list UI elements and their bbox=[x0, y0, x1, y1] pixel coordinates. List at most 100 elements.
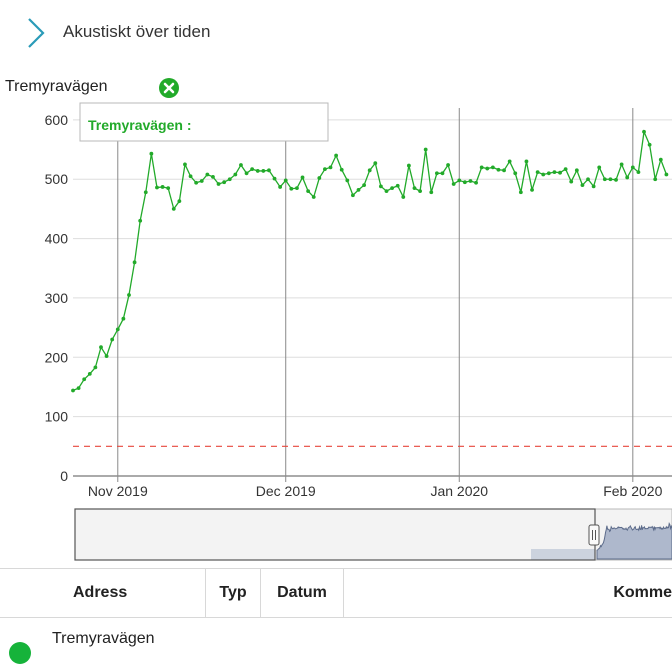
data-point[interactable] bbox=[619, 162, 624, 167]
data-point[interactable] bbox=[306, 189, 311, 193]
data-point[interactable] bbox=[502, 168, 506, 173]
column-kommentar[interactable]: Komme bbox=[613, 584, 672, 601]
data-point[interactable] bbox=[250, 167, 255, 172]
column-typ[interactable]: Typ bbox=[206, 569, 261, 617]
data-point[interactable] bbox=[239, 163, 243, 167]
data-point[interactable] bbox=[574, 168, 579, 173]
data-point[interactable] bbox=[317, 176, 322, 180]
data-point[interactable] bbox=[664, 172, 669, 177]
data-point[interactable] bbox=[222, 180, 227, 185]
data-point[interactable] bbox=[188, 174, 193, 179]
data-point[interactable] bbox=[630, 165, 635, 170]
data-point[interactable] bbox=[541, 172, 546, 177]
data-point[interactable] bbox=[636, 170, 641, 175]
data-point[interactable] bbox=[143, 190, 148, 195]
data-point[interactable] bbox=[160, 185, 165, 189]
data-point[interactable] bbox=[434, 171, 439, 176]
column-datum[interactable]: Datum bbox=[261, 569, 344, 617]
data-point[interactable] bbox=[602, 177, 607, 182]
data-point[interactable] bbox=[356, 188, 361, 192]
data-point[interactable] bbox=[149, 151, 154, 156]
data-point[interactable] bbox=[558, 170, 562, 175]
data-point[interactable] bbox=[658, 157, 663, 162]
data-point[interactable] bbox=[132, 260, 137, 265]
data-point[interactable] bbox=[138, 218, 143, 223]
data-point[interactable] bbox=[87, 372, 92, 376]
data-point[interactable] bbox=[362, 183, 367, 188]
data-point[interactable] bbox=[104, 354, 109, 359]
data-point[interactable] bbox=[194, 180, 199, 185]
data-point[interactable] bbox=[76, 386, 81, 391]
data-point[interactable] bbox=[569, 179, 574, 184]
data-point[interactable] bbox=[233, 172, 238, 177]
data-point[interactable] bbox=[216, 182, 221, 186]
close-circle-icon[interactable] bbox=[158, 77, 180, 99]
data-point[interactable] bbox=[642, 129, 646, 134]
data-point[interactable] bbox=[546, 171, 551, 176]
data-point[interactable] bbox=[591, 184, 596, 189]
data-point[interactable] bbox=[597, 165, 602, 170]
data-point[interactable] bbox=[401, 195, 406, 199]
data-point[interactable] bbox=[166, 186, 171, 191]
section-header[interactable]: Akustiskt över tiden bbox=[0, 14, 672, 50]
data-point[interactable] bbox=[474, 180, 478, 185]
navigator-handle[interactable] bbox=[588, 524, 600, 546]
data-point[interactable] bbox=[406, 163, 411, 168]
line-chart[interactable]: 0 100 200 300 400 500 600 Nov 2019 Dec 2019 Jan … bbox=[0, 98, 672, 502]
data-point[interactable] bbox=[267, 168, 271, 173]
data-point[interactable] bbox=[82, 377, 87, 382]
data-point[interactable] bbox=[373, 161, 378, 166]
data-point[interactable] bbox=[289, 186, 294, 191]
data-point[interactable] bbox=[496, 167, 501, 172]
data-point[interactable] bbox=[334, 153, 339, 158]
range-navigator[interactable] bbox=[0, 507, 672, 563]
data-point[interactable] bbox=[440, 171, 445, 176]
data-point[interactable] bbox=[418, 189, 422, 193]
data-point[interactable] bbox=[524, 159, 529, 164]
data-point[interactable] bbox=[367, 168, 372, 173]
data-point[interactable] bbox=[244, 171, 249, 176]
data-point[interactable] bbox=[339, 167, 344, 172]
column-adress[interactable]: Adress bbox=[0, 569, 206, 617]
data-point[interactable] bbox=[462, 180, 467, 185]
data-point[interactable] bbox=[93, 365, 98, 370]
data-point[interactable] bbox=[261, 169, 266, 173]
data-point[interactable] bbox=[653, 177, 658, 182]
data-point[interactable] bbox=[378, 184, 383, 189]
data-point[interactable] bbox=[390, 186, 394, 191]
table-row[interactable]: Tremyravägen bbox=[0, 624, 672, 668]
data-point[interactable] bbox=[183, 162, 187, 167]
data-point[interactable] bbox=[110, 337, 115, 342]
data-point[interactable] bbox=[115, 327, 120, 332]
data-point[interactable] bbox=[530, 188, 534, 192]
data-point[interactable] bbox=[423, 147, 428, 152]
data-point[interactable] bbox=[446, 163, 450, 167]
data-point[interactable] bbox=[311, 195, 316, 199]
data-point[interactable] bbox=[99, 345, 103, 350]
data-point[interactable] bbox=[155, 185, 159, 190]
data-point[interactable] bbox=[255, 169, 260, 173]
data-point[interactable] bbox=[345, 178, 350, 183]
data-point[interactable] bbox=[351, 193, 355, 198]
data-point[interactable] bbox=[121, 316, 126, 321]
data-point[interactable] bbox=[614, 177, 618, 182]
data-point[interactable] bbox=[479, 165, 484, 170]
data-point[interactable] bbox=[205, 172, 210, 177]
data-point[interactable] bbox=[177, 199, 182, 204]
data-point[interactable] bbox=[468, 179, 473, 183]
data-point[interactable] bbox=[395, 183, 400, 188]
data-point[interactable] bbox=[295, 186, 299, 191]
data-point[interactable] bbox=[412, 186, 417, 191]
data-point[interactable] bbox=[625, 175, 630, 180]
data-point[interactable] bbox=[518, 190, 523, 195]
data-point[interactable] bbox=[608, 177, 613, 182]
data-point[interactable] bbox=[552, 170, 557, 175]
data-point[interactable] bbox=[490, 165, 495, 170]
data-point[interactable] bbox=[300, 175, 305, 180]
data-point[interactable] bbox=[272, 176, 277, 181]
data-point[interactable] bbox=[384, 189, 389, 193]
data-point[interactable] bbox=[429, 190, 434, 195]
chevron-right-icon[interactable] bbox=[26, 16, 46, 50]
data-point[interactable] bbox=[507, 159, 512, 164]
data-point[interactable] bbox=[323, 167, 327, 172]
